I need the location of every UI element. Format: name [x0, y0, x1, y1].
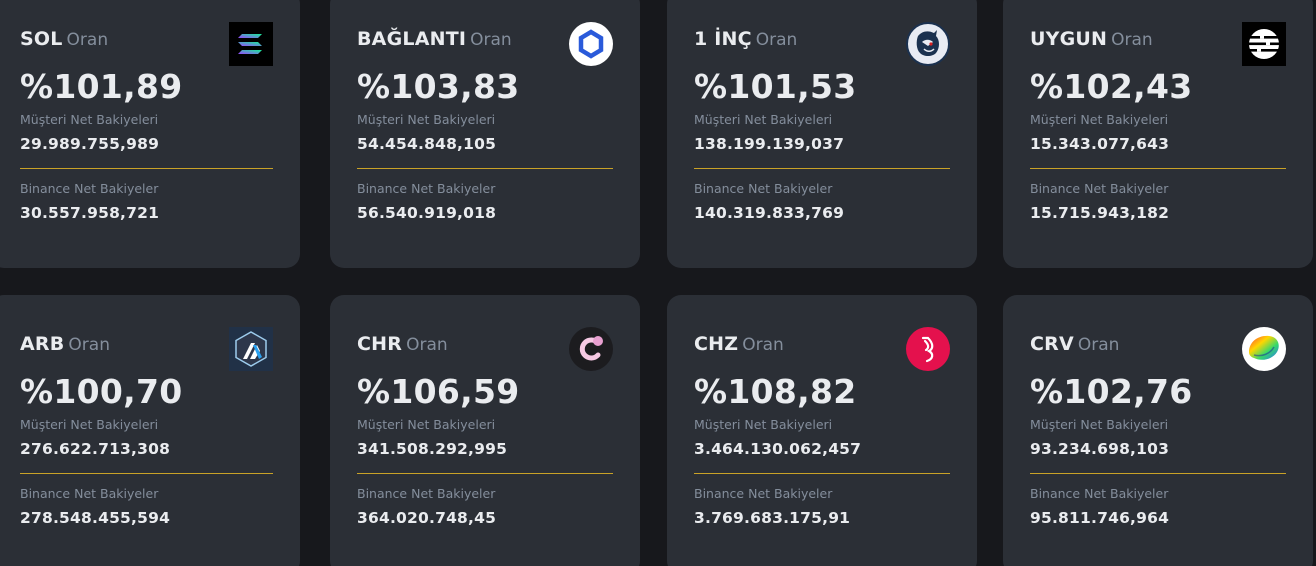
- customer-balance-label: Müşteri Net Bakiyeleri: [357, 112, 496, 127]
- card-header: BAĞLANTI Oran: [357, 22, 613, 66]
- asset-symbol: ARB: [20, 333, 65, 355]
- binance-balance-value: 278.548.455,594: [20, 509, 171, 527]
- binance-balance-value: 3.769.683.175,91: [694, 509, 851, 527]
- card-header: CRV Oran: [1030, 327, 1286, 371]
- 1inch-icon: [906, 22, 950, 66]
- asset-symbol: CRV: [1030, 333, 1074, 355]
- reserve-ratio: %108,82: [694, 372, 857, 411]
- asset-symbol: BAĞLANTI: [357, 28, 467, 50]
- binance-balance-label: Binance Net Bakiyeler: [694, 486, 833, 501]
- customer-balance-label: Müşteri Net Bakiyeleri: [694, 112, 833, 127]
- customer-balance-value: 15.343.077,643: [1030, 135, 1170, 153]
- binance-balance-value: 15.715.943,182: [1030, 204, 1170, 222]
- divider: [20, 473, 273, 474]
- ratio-caption: Oran: [1111, 30, 1153, 50]
- curve-icon: [1242, 327, 1286, 371]
- ratio-caption: Oran: [742, 335, 784, 355]
- reserve-ratio: %100,70: [20, 372, 183, 411]
- ratio-caption: Oran: [66, 30, 109, 50]
- asset-card-1inch[interactable]: 1 İNÇ Oran %101,53 Müşteri Net Bakiyeleri…: [667, 0, 977, 268]
- customer-balance-label: Müşteri Net Bakiyeleri: [20, 417, 159, 432]
- asset-card-link[interactable]: BAĞLANTI Oran %103,83 Müşteri Net Bakiyel…: [330, 0, 640, 268]
- chainlink-icon: [569, 22, 613, 66]
- customer-balance-value: 93.234.698,103: [1030, 440, 1170, 458]
- asset-card-chz[interactable]: CHZ Oran %108,82 Müşteri Net Bakiyeleri 3…: [667, 295, 977, 566]
- reserve-ratio: %106,59: [357, 372, 520, 411]
- binance-balance-label: Binance Net Bakiyeler: [1030, 486, 1169, 501]
- binance-balance-label: Binance Net Bakiyeler: [357, 486, 496, 501]
- card-header: CHZ Oran: [694, 327, 950, 371]
- aptos-icon: [1242, 22, 1286, 66]
- reserve-ratio: %102,43: [1030, 67, 1193, 106]
- arbitrum-icon: [229, 327, 273, 371]
- card-header: 1 İNÇ Oran: [694, 22, 950, 66]
- customer-balance-label: Müşteri Net Bakiyeleri: [1030, 112, 1169, 127]
- binance-balance-label: Binance Net Bakiyeler: [694, 181, 833, 196]
- customer-balance-label: Müşteri Net Bakiyeleri: [20, 112, 159, 127]
- ratio-caption: Oran: [68, 335, 110, 355]
- divider: [694, 473, 950, 474]
- asset-card-apt[interactable]: UYGUN Oran %102,43 Müşteri Net Bakiyeleri…: [1003, 0, 1313, 268]
- divider: [357, 473, 613, 474]
- divider: [694, 168, 950, 169]
- ratio-caption: Oran: [755, 30, 798, 50]
- asset-card-crv[interactable]: CRV Oran %102,76 Müşteri Net Bakiyeleri 9…: [1003, 295, 1313, 566]
- customer-balance-value: 3.464.130.062,457: [694, 440, 862, 458]
- binance-balance-label: Binance Net Bakiyeler: [20, 486, 159, 501]
- solana-icon: [229, 22, 273, 66]
- divider: [1030, 168, 1286, 169]
- customer-balance-value: 276.622.713,308: [20, 440, 171, 458]
- divider: [357, 168, 613, 169]
- binance-balance-value: 364.020.748,45: [357, 509, 497, 527]
- asset-symbol: SOL: [20, 28, 63, 50]
- customer-balance-value: 138.199.139,037: [694, 135, 845, 153]
- binance-balance-value: 30.557.958,721: [20, 204, 160, 222]
- binance-balance-label: Binance Net Bakiyeler: [1030, 181, 1169, 196]
- divider: [20, 168, 273, 169]
- asset-symbol: 1 İNÇ: [694, 28, 752, 50]
- asset-card-arb[interactable]: ARB Oran %100,70 Müşteri Net Bakiyeleri 2…: [0, 295, 300, 566]
- asset-symbol: UYGUN: [1030, 28, 1108, 50]
- ratio-caption: Oran: [406, 335, 448, 355]
- chiliz-icon: [906, 327, 950, 371]
- reserve-ratio: %101,53: [694, 67, 857, 106]
- customer-balance-value: 341.508.292,995: [357, 440, 508, 458]
- customer-balance-value: 29.989.755,989: [20, 135, 160, 153]
- customer-balance-label: Müşteri Net Bakiyeleri: [1030, 417, 1169, 432]
- asset-symbol: CHR: [357, 333, 403, 355]
- reserve-ratio: %102,76: [1030, 372, 1193, 411]
- binance-balance-label: Binance Net Bakiyeler: [357, 181, 496, 196]
- reserve-ratio: %101,89: [20, 67, 183, 106]
- binance-balance-value: 56.540.919,018: [357, 204, 497, 222]
- binance-balance-label: Binance Net Bakiyeler: [20, 181, 159, 196]
- customer-balance-value: 54.454.848,105: [357, 135, 497, 153]
- customer-balance-label: Müşteri Net Bakiyeleri: [357, 417, 496, 432]
- divider: [1030, 473, 1286, 474]
- asset-symbol: CHZ: [694, 333, 739, 355]
- ratio-caption: Oran: [470, 30, 512, 50]
- card-header: SOL Oran: [20, 22, 273, 66]
- asset-card-sol[interactable]: SOL Oran %101,89 Müşteri Net Bakiyeleri 2…: [0, 0, 300, 268]
- ratio-caption: Oran: [1077, 335, 1120, 355]
- customer-balance-label: Müşteri Net Bakiyeleri: [694, 417, 833, 432]
- asset-card-chr[interactable]: CHR Oran %106,59 Müşteri Net Bakiyeleri 3…: [330, 295, 640, 566]
- chromia-icon: [569, 327, 613, 371]
- card-header: UYGUN Oran: [1030, 22, 1286, 66]
- card-header: ARB Oran: [20, 327, 273, 371]
- card-header: CHR Oran: [357, 327, 613, 371]
- binance-balance-value: 140.319.833,769: [694, 204, 845, 222]
- reserve-ratio: %103,83: [357, 67, 520, 106]
- binance-balance-value: 95.811.746,964: [1030, 509, 1170, 527]
